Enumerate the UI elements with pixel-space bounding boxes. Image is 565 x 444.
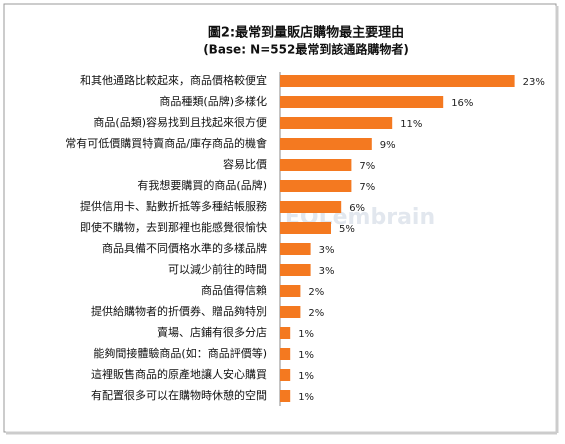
category-label: 常有可低價購買特賣商品/庫存商品的機會 xyxy=(65,136,267,150)
value-label: 23% xyxy=(523,77,545,88)
category-label: 這裡販售商品的原產地讓人安心購買 xyxy=(91,367,267,381)
bar xyxy=(280,306,301,318)
value-label: 11% xyxy=(400,119,422,130)
bar xyxy=(280,222,331,234)
category-label: 商品值得信賴 xyxy=(201,283,267,297)
chart-title: 圖2:最常到量販店購物最主要理由 xyxy=(208,25,404,41)
bar xyxy=(280,243,311,255)
category-label: 和其他通路比較起來，商品價格較便宜 xyxy=(80,73,267,87)
category-label: 能夠間接體驗商品(如：商品評價等) xyxy=(93,346,267,360)
category-label: 提供給購物者的折價券、贈品夠特別 xyxy=(91,304,267,318)
value-label: 9% xyxy=(380,140,396,151)
category-label: 商品具備不同價格水準的多樣品牌 xyxy=(102,241,267,255)
category-label: 商品種類(品牌)多樣化 xyxy=(159,94,267,108)
bar xyxy=(280,159,352,171)
category-label: 可以減少前往的時間 xyxy=(168,262,267,276)
bar xyxy=(280,75,515,87)
value-label: 1% xyxy=(298,392,314,403)
bar xyxy=(280,201,342,213)
value-label: 3% xyxy=(319,245,335,256)
bar xyxy=(280,285,301,297)
value-label: 2% xyxy=(308,287,324,298)
category-label: 商品(品類)容易找到且找起來很方便 xyxy=(93,115,267,129)
category-label: 有我想要購買的商品(品牌) xyxy=(137,178,267,192)
category-label: 有配置很多可以在購物時休憩的空間 xyxy=(91,388,267,402)
value-label: 5% xyxy=(339,224,355,235)
bar xyxy=(280,369,291,381)
category-label: 提供信用卡、點數折抵等多種結帳服務 xyxy=(80,199,267,213)
bar xyxy=(280,138,372,150)
category-label: 即使不購物，去到那裡也能感覺很愉快 xyxy=(80,220,267,234)
value-label: 7% xyxy=(359,161,375,172)
value-label: 1% xyxy=(298,350,314,361)
bar xyxy=(280,348,291,360)
bar xyxy=(280,180,352,192)
bar xyxy=(280,390,291,402)
category-label: 賣場、店鋪有很多分店 xyxy=(157,325,267,339)
value-label: 16% xyxy=(451,98,473,109)
value-label: 6% xyxy=(349,203,365,214)
chart-subtitle: (Base: N=552最常到該通路購物者) xyxy=(203,42,409,57)
bar xyxy=(280,96,444,108)
category-label: 容易比價 xyxy=(223,157,267,171)
bar xyxy=(280,264,311,276)
value-label: 2% xyxy=(308,308,324,319)
value-label: 3% xyxy=(319,266,335,277)
value-label: 1% xyxy=(298,329,314,340)
value-label: 1% xyxy=(298,371,314,382)
bar xyxy=(280,117,393,129)
bar xyxy=(280,327,291,339)
value-label: 7% xyxy=(359,182,375,193)
